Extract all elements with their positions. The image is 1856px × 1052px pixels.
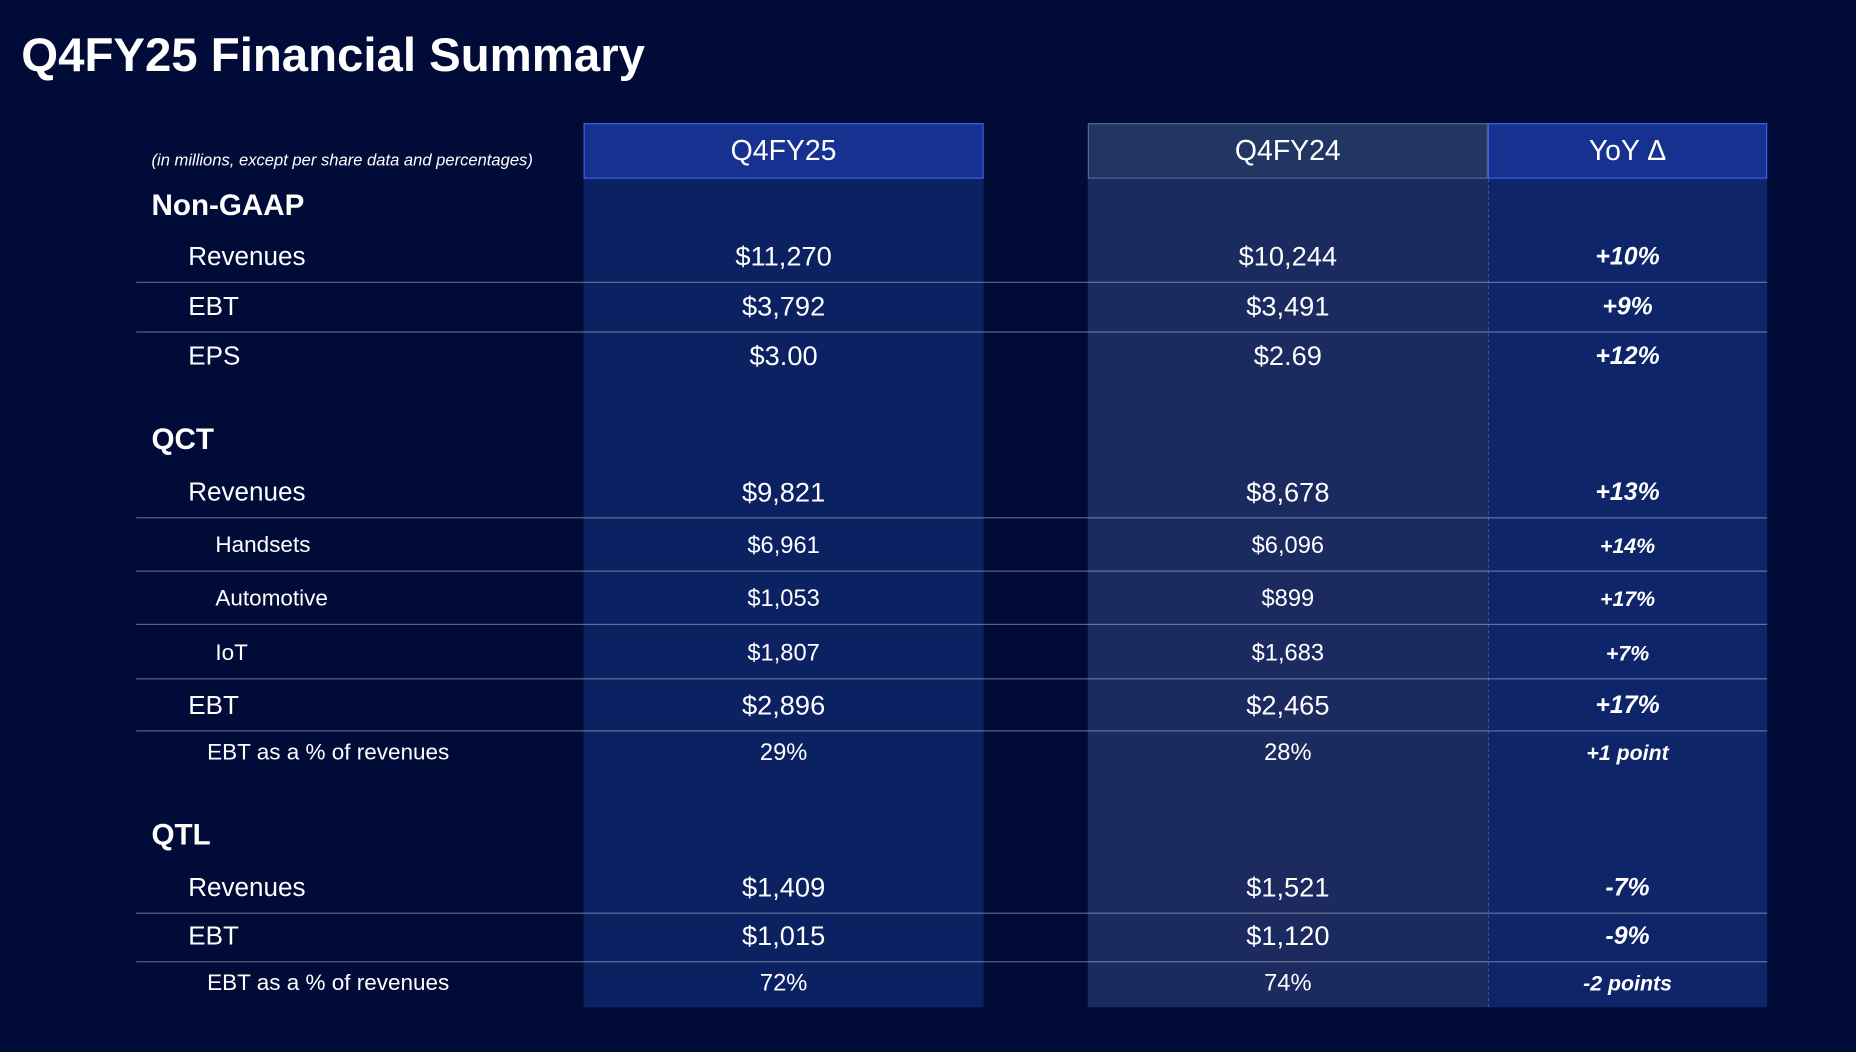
cell-value: $8,678 (1246, 476, 1330, 508)
yoy-value: +13% (1595, 478, 1660, 507)
column-body (1087, 178, 1488, 1008)
cell-value: $3,792 (741, 290, 826, 322)
yoy-value: +7% (1605, 641, 1650, 666)
column-body (1487, 178, 1768, 1008)
column-body (583, 178, 984, 1008)
row-separator (136, 678, 1768, 680)
column-header-text: Q4FY24 (1234, 134, 1341, 167)
cell-value: 74% (1264, 970, 1312, 997)
cell-value: $1,521 (1246, 871, 1330, 903)
cell-value: $2.69 (1253, 340, 1322, 372)
cell-value: 72% (759, 970, 808, 997)
cell-value: $1,807 (747, 640, 820, 667)
column-header (1087, 123, 1488, 179)
cell-value: $1,683 (1251, 640, 1325, 667)
section-header: QCT (151, 423, 214, 457)
cell-value: $3.00 (749, 340, 818, 372)
cell-value: $9,821 (741, 476, 826, 508)
note: (in millions, except per share data and … (151, 150, 533, 170)
cell-value: $2,465 (1246, 689, 1330, 721)
yoy-value: +14% (1599, 533, 1656, 558)
cell-value: 28% (1264, 739, 1312, 766)
row-separator (136, 331, 1768, 333)
row-label: EBT as a % of revenues (207, 740, 450, 766)
column-header-text: Q4FY25 (730, 134, 837, 167)
row-label: Revenues (188, 477, 306, 507)
yoy-value: +12% (1595, 342, 1660, 370)
cell-value: $6,961 (747, 532, 820, 559)
row-separator (136, 570, 1768, 572)
row-label: Automotive (215, 586, 328, 612)
cell-value: 29% (759, 739, 808, 766)
row-label: EBT (188, 690, 239, 720)
cell-value: $1,120 (1246, 920, 1330, 952)
yoy-value: +17% (1599, 587, 1656, 611)
yoy-value: -9% (1605, 922, 1650, 950)
row-separator (136, 961, 1768, 963)
yoy-value: -2 points (1583, 971, 1672, 996)
yoy-value: -7% (1605, 874, 1650, 902)
row-label: EBT (188, 291, 239, 321)
row-label: EBT (188, 920, 239, 951)
cell-value: $2,896 (741, 689, 826, 721)
title: Q4FY25 Financial Summary (21, 29, 645, 82)
column-header (1487, 123, 1768, 179)
yoy-value: +1 point (1586, 740, 1669, 765)
row-separator (136, 281, 1768, 283)
section-header: QTL (151, 818, 211, 852)
cell-value: $1,409 (741, 871, 826, 903)
row-separator (136, 623, 1768, 625)
section-header: Non-GAAP (151, 188, 305, 222)
cell-value: $1,015 (741, 920, 826, 952)
column-header (583, 123, 984, 179)
row-separator (136, 730, 1768, 732)
row-label: Revenues (188, 872, 306, 902)
yoy-value: +17% (1595, 691, 1660, 720)
row-label: EPS (188, 340, 241, 371)
row-separator (136, 517, 1768, 519)
cell-value: $899 (1261, 585, 1315, 612)
cell-value: $6,096 (1251, 532, 1325, 559)
yoy-value: +10% (1595, 243, 1660, 271)
row-label: Handsets (215, 533, 311, 559)
cell-value: $1,053 (747, 585, 820, 612)
column-divider (1487, 178, 1490, 1008)
cell-value: $11,270 (735, 240, 832, 272)
row-label: IoT (215, 640, 248, 666)
row-separator (136, 912, 1768, 914)
cell-value: $3,491 (1246, 290, 1330, 322)
column-header-text: YoY Δ (1588, 134, 1667, 167)
yoy-value: +9% (1602, 292, 1653, 321)
cell-value: $10,244 (1238, 240, 1338, 272)
row-label: EBT as a % of revenues (207, 971, 450, 997)
row-label: Revenues (188, 241, 306, 272)
